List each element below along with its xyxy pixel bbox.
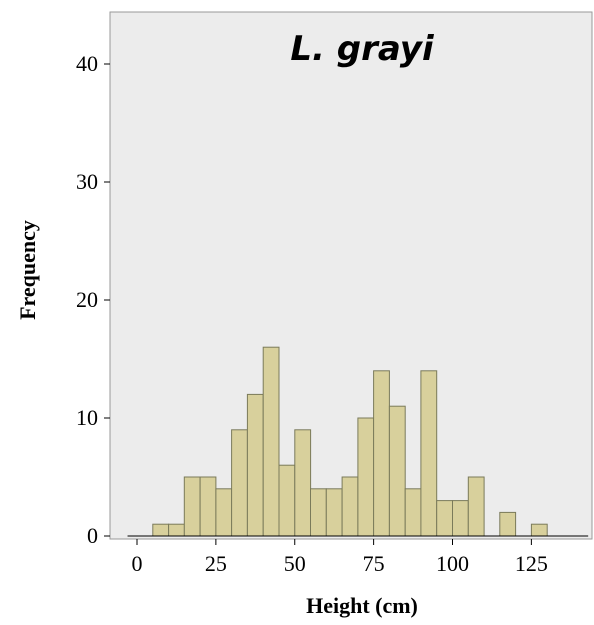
histogram-bar <box>200 477 216 536</box>
histogram-bar <box>184 477 200 536</box>
histogram-bar <box>232 430 248 536</box>
x-tick-label: 75 <box>363 551 385 576</box>
histogram-bar <box>279 465 295 536</box>
histogram-bar <box>169 524 185 536</box>
histogram-bar <box>326 489 342 536</box>
histogram-bar <box>247 394 263 536</box>
y-tick-label: 20 <box>76 287 98 312</box>
x-tick-label: 125 <box>515 551 548 576</box>
histogram-bar <box>500 512 516 536</box>
x-tick-label: 100 <box>436 551 469 576</box>
x-axis-title: Height (cm) <box>306 593 418 618</box>
plot-area <box>110 12 592 539</box>
histogram-bar <box>311 489 327 536</box>
histogram-bar <box>421 371 437 536</box>
x-tick-label: 0 <box>132 551 143 576</box>
histogram-bar <box>153 524 169 536</box>
histogram-bar <box>531 524 547 536</box>
y-axis: 0 10 20 30 40 <box>76 51 110 548</box>
x-tick-label: 25 <box>205 551 227 576</box>
histogram-bar <box>405 489 421 536</box>
histogram-bar <box>468 477 484 536</box>
y-tick-label: 0 <box>87 523 98 548</box>
y-tick-label: 40 <box>76 51 98 76</box>
histogram-bar <box>374 371 390 536</box>
histogram-bar <box>342 477 358 536</box>
x-axis: 0 25 50 75 100 125 <box>132 539 548 576</box>
histogram-bar <box>453 501 469 536</box>
y-tick-label: 30 <box>76 169 98 194</box>
y-tick-label: 10 <box>76 405 98 430</box>
histogram-bar <box>358 418 374 536</box>
histogram-bar <box>295 430 311 536</box>
chart-title: L. grayi <box>290 29 435 69</box>
histogram-bar <box>437 501 453 536</box>
histogram-bar <box>263 347 279 536</box>
histogram-bar <box>216 489 232 536</box>
y-axis-title: Frequency <box>15 220 40 320</box>
x-tick-label: 50 <box>284 551 306 576</box>
histogram-bar <box>389 406 405 536</box>
